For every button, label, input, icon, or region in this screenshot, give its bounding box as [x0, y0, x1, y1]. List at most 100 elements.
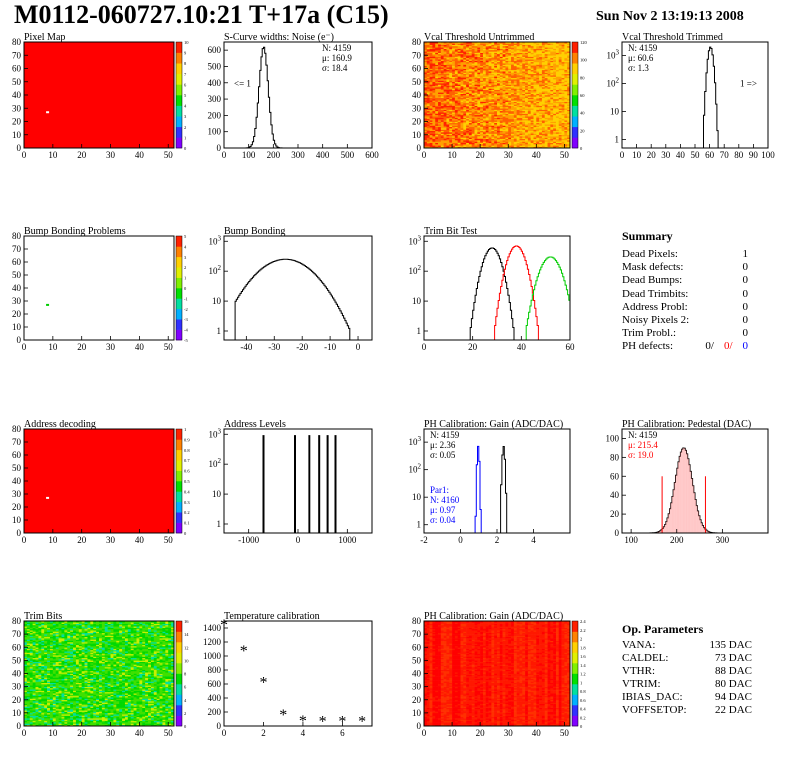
- heatmap-cell: [440, 79, 444, 81]
- heatmap-cell: [435, 75, 439, 77]
- hist-fill-bar: [684, 448, 686, 533]
- heatmap-cell: [457, 84, 461, 87]
- heatmap-cell: [452, 76, 456, 79]
- y-tick-label: 200: [208, 110, 222, 120]
- heatmap-cell: [480, 91, 484, 93]
- heatmap-cell: [460, 63, 464, 65]
- heatmap-cell: [482, 83, 487, 85]
- heatmap-cell: [440, 91, 444, 93]
- heatmap-cell: [435, 49, 439, 52]
- heatmap-cell: [438, 85, 442, 88]
- hist-fill-bar: [701, 522, 703, 533]
- heatmap-cell: [491, 121, 495, 124]
- palette-tick-label: 40: [580, 111, 585, 116]
- x-tick-label: 200: [670, 535, 684, 545]
- heatmap-cell: [449, 42, 453, 44]
- heatmap-cell: [446, 65, 450, 68]
- heatmap-cell: [471, 89, 475, 92]
- heatmap-cell: [491, 101, 495, 104]
- heatmap-cell: [502, 132, 506, 134]
- heatmap-cell: [482, 126, 487, 129]
- heatmap-cell: [435, 77, 439, 80]
- heatmap-cell: [457, 91, 461, 93]
- heatmap-cell: [463, 122, 467, 125]
- palette-tick-label: 3: [184, 114, 187, 119]
- heatmap-cell: [471, 81, 475, 84]
- heatmap-cell: [449, 121, 453, 124]
- heatmap-cell: [463, 98, 467, 101]
- heatmap-cell: [452, 129, 456, 132]
- heatmap-cell: [491, 102, 495, 105]
- heatmap-cell: [426, 59, 430, 61]
- heatmap-cell: [432, 65, 436, 68]
- heatmap-cell: [454, 125, 458, 128]
- heatmap-cell: [463, 96, 467, 98]
- heatmap-cell: [449, 60, 453, 63]
- heatmap-cell: [463, 100, 467, 102]
- heatmap-cell: [491, 75, 495, 77]
- heatmap-cell: [426, 61, 430, 64]
- x-tick-label: 20: [468, 342, 478, 352]
- heatmap-cell: [452, 124, 456, 126]
- heatmap-cell: [432, 49, 436, 52]
- palette-tick-label: 3: [184, 255, 187, 260]
- heatmap-cell: [468, 140, 473, 142]
- heatmap-cell: [497, 126, 501, 129]
- heatmap-cell: [460, 95, 464, 97]
- heatmap-cell: [477, 48, 481, 51]
- heatmap-cell: [460, 144, 464, 146]
- heatmap-cell: [488, 98, 492, 101]
- heatmap-cell: [499, 142, 503, 145]
- heatmap-cell: [452, 137, 456, 140]
- heatmap-cell: [432, 124, 436, 126]
- heatmap-cell: [452, 56, 456, 59]
- heatmap-cell: [485, 133, 489, 136]
- heatmap-cell: [446, 118, 450, 121]
- y-tick-label: 80: [610, 452, 620, 462]
- heatmap-cell: [435, 53, 439, 56]
- heatmap-cell: [488, 92, 492, 94]
- heatmap-cell: [494, 87, 498, 89]
- heatmap-cell: [488, 146, 492, 149]
- heatmap-cell: [424, 96, 428, 98]
- heatmap-cell: [454, 96, 458, 98]
- heatmap-cell: [435, 114, 439, 117]
- palette-swatch: [572, 137, 578, 149]
- heatmap-cell: [499, 145, 503, 147]
- heatmap-cell: [491, 105, 495, 108]
- heatmap-cell: [432, 59, 436, 61]
- y-tick-label: 10: [212, 489, 222, 499]
- palette-swatch: [176, 256, 182, 268]
- heatmap-cell: [440, 133, 444, 136]
- heatmap-cell: [460, 55, 464, 57]
- heatmap-cell: [424, 53, 428, 56]
- y-tick-label: 60: [610, 471, 620, 481]
- heatmap-cell: [497, 97, 501, 100]
- heatmap-cell: [463, 93, 467, 96]
- heatmap-cell: [463, 102, 467, 105]
- palette-swatch: [176, 73, 182, 85]
- heatmap-cell: [435, 112, 439, 114]
- heatmap-cell: [438, 51, 442, 53]
- heatmap-cell: [452, 110, 456, 113]
- heatmap-cell: [480, 73, 484, 76]
- heatmap-cell: [460, 65, 464, 68]
- palette-swatch: [176, 449, 182, 461]
- heatmap-cell: [499, 130, 503, 133]
- heatmap-cell: [429, 65, 433, 68]
- heatmap-cell: [497, 64, 501, 67]
- heatmap-cell: [497, 96, 501, 98]
- heatmap-cell: [440, 83, 444, 85]
- heatmap-cell: [466, 146, 470, 149]
- heatmap-cell: [457, 72, 461, 75]
- heatmap-cell: [480, 102, 484, 105]
- heatmap-cell: [449, 137, 453, 140]
- heatmap-cell: [499, 49, 503, 52]
- heatmap-cell: [468, 100, 473, 102]
- heatmap-cell: [460, 51, 464, 53]
- heatmap-cell: [446, 142, 450, 145]
- heatmap-cell: [466, 44, 470, 47]
- heatmap-cell: [482, 108, 487, 110]
- heatmap-cell: [494, 95, 498, 97]
